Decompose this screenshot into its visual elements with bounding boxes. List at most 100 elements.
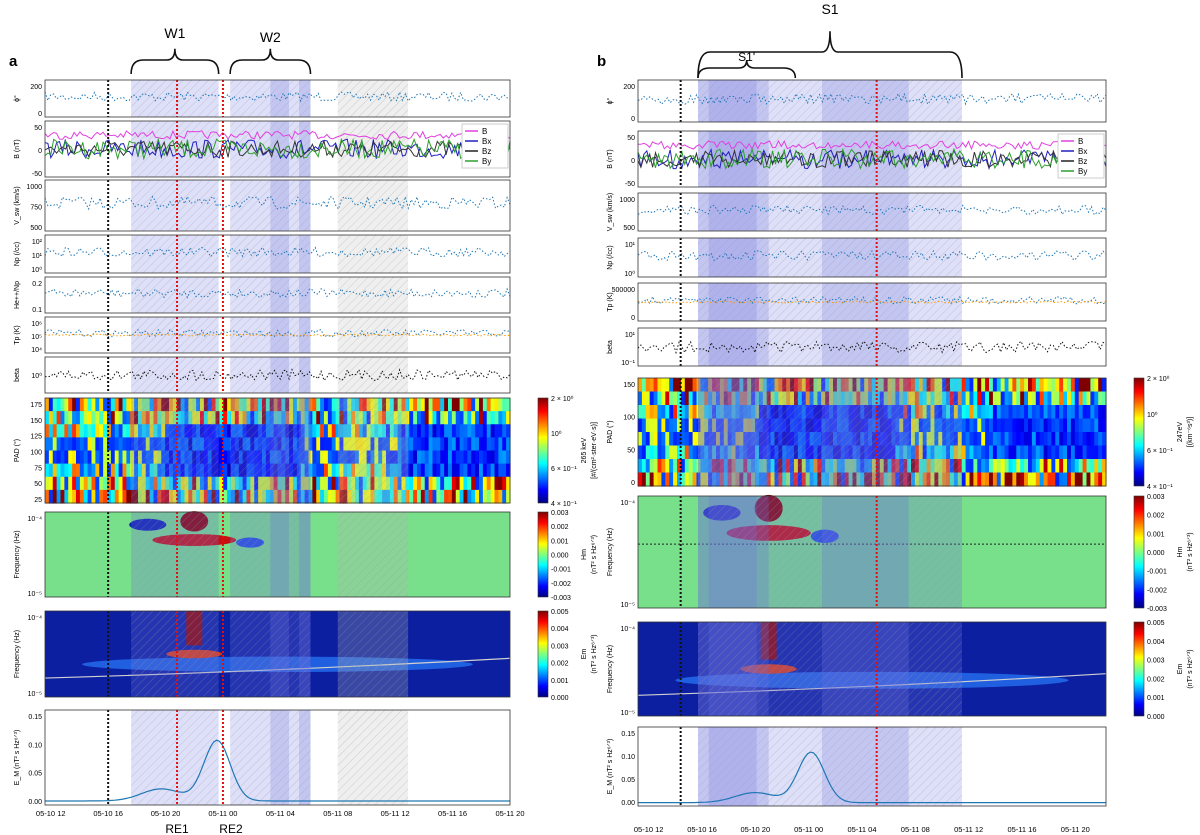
pad-cell — [965, 445, 971, 460]
pad-cell — [471, 424, 476, 438]
pad-cell — [1051, 472, 1056, 487]
pad-cell — [1012, 378, 1017, 393]
pad-cell — [432, 424, 437, 438]
series-B — [637, 139, 1107, 151]
colorbar-tick-label: -0.001 — [1147, 569, 1167, 576]
pad-cell — [657, 391, 662, 406]
pad-cell — [1102, 445, 1107, 460]
pad-cell — [312, 398, 317, 412]
pad-cell — [1082, 405, 1088, 420]
pad-cell — [99, 489, 104, 504]
pad-cell — [308, 463, 313, 478]
pad-cell — [451, 424, 457, 438]
pad-cell — [219, 424, 224, 438]
pad-cell — [1043, 418, 1049, 433]
pad-cell — [91, 411, 96, 425]
colorbar-tick-label: 0.003 — [551, 643, 569, 650]
pad-cell — [107, 411, 112, 425]
legend-item: Bz — [1078, 157, 1087, 166]
pad-cell — [969, 378, 974, 393]
pad-cell — [60, 437, 65, 452]
pad-cell — [91, 489, 96, 504]
pad-cell — [1035, 432, 1041, 447]
pad-cell — [653, 405, 659, 420]
pad-cell — [665, 472, 670, 487]
y-tick-label: 0 — [631, 480, 635, 487]
pad-cell — [1028, 391, 1033, 406]
pad-cell — [327, 424, 333, 438]
pad-cell — [506, 424, 511, 438]
pad-cell — [223, 463, 228, 478]
pad-cell — [1067, 472, 1072, 487]
pad-cell — [1051, 459, 1056, 474]
pad-cell — [1000, 418, 1006, 433]
pad-cell — [118, 411, 124, 425]
pad-cell — [1035, 472, 1041, 487]
pad-cell — [665, 432, 670, 447]
pad-cell — [981, 405, 986, 420]
row-10: 0.15 0.10 0.05 0.00 E_M (nT² s Hz⁶ᐟ³) — [14, 709, 511, 806]
pad-cell — [498, 411, 503, 425]
pad-cell — [60, 450, 65, 465]
pad-cell — [48, 411, 54, 425]
pad-cell — [641, 459, 647, 474]
pad-cell — [1047, 391, 1052, 406]
pad-cell — [432, 437, 437, 452]
y-tick-label: 0 — [38, 111, 42, 118]
colorbar-label: Em — [581, 649, 588, 660]
pad-cell — [1031, 432, 1037, 447]
interval-hatch — [698, 622, 962, 716]
pad-cell — [463, 398, 468, 412]
pad-cell — [1028, 459, 1033, 474]
pad-cell — [1008, 405, 1013, 420]
pad-cell — [1012, 405, 1017, 420]
pad-cell — [1055, 459, 1060, 474]
interval-hatch — [230, 512, 311, 597]
pad-cell — [118, 437, 124, 452]
row-9: 10⁻⁴ 10⁻⁵ Frequency (Hz) 0.005 0.004 0.003 0.0… — [14, 609, 598, 702]
pad-cell — [661, 418, 666, 433]
pad-cell — [1016, 432, 1021, 447]
pad-cell — [316, 476, 321, 491]
pad-cell — [688, 459, 694, 474]
y-tick-label: 200 — [30, 84, 42, 91]
pad-cell — [1070, 445, 1076, 460]
pad-cell — [479, 424, 484, 438]
colorbar-tick-label: 0.001 — [551, 538, 569, 545]
pad-cell — [665, 459, 670, 474]
pad-cell — [110, 476, 116, 491]
pad-cell — [1000, 405, 1006, 420]
pad-cell — [1059, 459, 1064, 474]
pad-cell — [79, 411, 85, 425]
row-3: 10¹ 10⁰ Np (/cc) — [607, 237, 1107, 278]
pad-cell — [673, 432, 678, 447]
bracket-w1 — [130, 48, 220, 75]
pad-cell — [494, 437, 499, 452]
colorbar-tick-label: 0.002 — [551, 524, 569, 531]
pad-cell — [1098, 459, 1103, 474]
pad-cell — [692, 418, 698, 433]
colorbar-unit: [(km⁻⁶s³)] — [1187, 417, 1194, 447]
pad-cell — [649, 391, 655, 406]
pad-cell — [502, 411, 507, 425]
pad-cell — [653, 391, 659, 406]
pad-cell — [324, 489, 329, 504]
pad-cell — [428, 437, 434, 452]
y-tick-label: 750 — [30, 205, 42, 212]
pad-cell — [665, 418, 670, 433]
y-axis-label: Np (/cc) — [607, 245, 614, 270]
pad-cell — [1078, 445, 1084, 460]
row-4: 0.2 0.1 He++/Np — [14, 276, 511, 314]
y-tick-label: 10⁻⁴ — [621, 626, 636, 633]
x-tick-label: 05-11 12 — [381, 809, 410, 818]
pad-cell — [409, 437, 414, 452]
pad-cell — [1086, 391, 1091, 406]
pad-cell — [459, 476, 465, 491]
pad-cell — [1051, 432, 1056, 447]
pad-cell — [669, 445, 674, 460]
pad-cell — [110, 424, 116, 438]
pad-cell — [327, 476, 333, 491]
pad-cell — [981, 418, 986, 433]
pad-cell — [641, 432, 647, 447]
